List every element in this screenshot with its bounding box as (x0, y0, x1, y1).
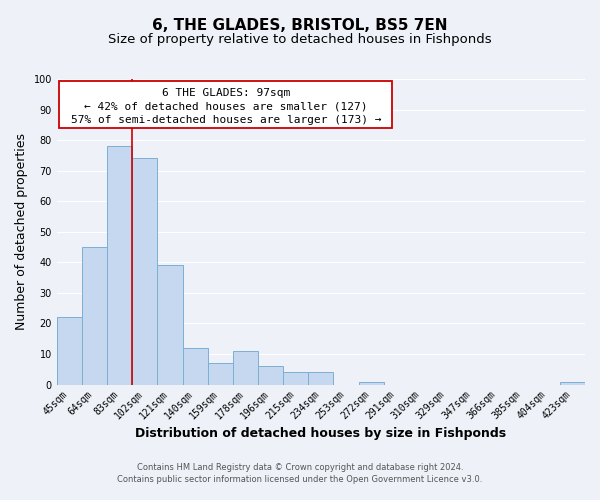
Text: Contains public sector information licensed under the Open Government Licence v3: Contains public sector information licen… (118, 475, 482, 484)
Bar (182, 348, 208, 385)
Bar (308, 372, 334, 384)
Text: 6 THE GLADES: 97sqm: 6 THE GLADES: 97sqm (161, 88, 290, 98)
Y-axis label: Number of detached properties: Number of detached properties (15, 134, 28, 330)
Bar (560, 382, 585, 384)
Text: Contains HM Land Registry data © Crown copyright and database right 2024.: Contains HM Land Registry data © Crown c… (137, 464, 463, 472)
Bar (359, 382, 384, 384)
Bar (132, 158, 157, 384)
Text: Size of property relative to detached houses in Fishponds: Size of property relative to detached ho… (108, 32, 492, 46)
Text: 6, THE GLADES, BRISTOL, BS5 7EN: 6, THE GLADES, BRISTOL, BS5 7EN (152, 18, 448, 32)
Bar (157, 266, 182, 384)
Text: ← 42% of detached houses are smaller (127): ← 42% of detached houses are smaller (12… (84, 102, 368, 112)
Bar (82, 247, 107, 384)
Bar (57, 318, 82, 384)
Text: 57% of semi-detached houses are larger (173) →: 57% of semi-detached houses are larger (… (71, 115, 381, 125)
FancyBboxPatch shape (59, 80, 392, 128)
Bar (107, 146, 132, 384)
Bar (258, 366, 283, 384)
Bar (233, 351, 258, 384)
X-axis label: Distribution of detached houses by size in Fishponds: Distribution of detached houses by size … (136, 427, 506, 440)
Bar (208, 363, 233, 384)
Bar (283, 372, 308, 384)
